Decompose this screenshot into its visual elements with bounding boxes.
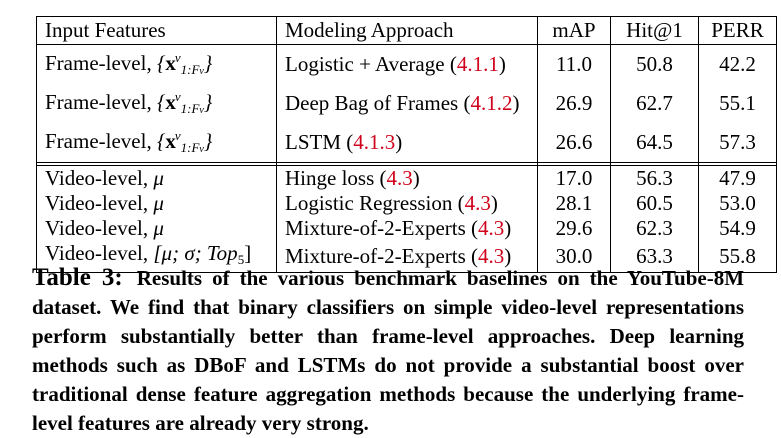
frame-feature-math: {xv1:Fv} [156, 128, 213, 155]
section-ref-link[interactable]: 4.1.2 [470, 91, 513, 115]
perr-cell: 55.1 [698, 84, 777, 123]
frame-feature-math: {xv1:Fv} [156, 50, 213, 77]
section-ref-link[interactable]: 4.1.1 [456, 52, 499, 76]
table-header-row: Input Features Modeling Approach mAP Hit… [36, 16, 777, 45]
header-perr: PERR [698, 16, 777, 45]
section-ref-link[interactable]: 4.3 [464, 191, 491, 215]
caption-label: Table 3: [32, 264, 123, 291]
feature-cell: Video-level, [μ; σ; Top5] [36, 241, 277, 273]
table-row: Frame-level, {xv1:Fv} Logistic + Average… [36, 44, 777, 84]
table-row: Frame-level, {xv1:Fv} LSTM (4.1.3) 26.6 … [36, 123, 777, 163]
approach-cell: Mixture-of-2-Experts (4.3) [276, 216, 538, 241]
map-cell: 29.6 [537, 216, 611, 241]
perr-cell-best: 57.3 [698, 123, 777, 163]
header-hit1: Hit@1 [610, 16, 699, 45]
table-caption: Table 3: Results of the various benchmar… [32, 263, 744, 438]
results-table: Input Features Modeling Approach mAP Hit… [36, 16, 777, 273]
hit1-cell-best: 64.5 [610, 123, 699, 163]
map-cell: 26.6 [537, 123, 611, 163]
hit1-cell: 56.3 [610, 165, 699, 191]
feature-cell: Video-level, μ [36, 216, 277, 241]
frame-feature-math: {xv1:Fv} [156, 89, 213, 116]
hit1-cell: 50.8 [610, 44, 699, 84]
table-row: Video-level, [μ; σ; Top5] Mixture-of-2-E… [36, 241, 777, 273]
table-row: Video-level, μ Hinge loss (4.3) 17.0 56.… [36, 165, 777, 191]
approach-cell: Logistic Regression (4.3) [276, 191, 538, 216]
map-cell: 11.0 [537, 44, 611, 84]
perr-cell: 47.9 [698, 165, 777, 191]
feature-cell: Frame-level, {xv1:Fv} [36, 44, 277, 84]
section-ref-link[interactable]: 4.1.3 [353, 130, 396, 154]
header-map: mAP [537, 16, 611, 45]
feature-cell: Frame-level, {xv1:Fv} [36, 84, 277, 123]
section-divider [36, 162, 777, 166]
table-row: Video-level, μ Logistic Regression (4.3)… [36, 191, 777, 216]
map-cell: 17.0 [537, 165, 611, 191]
approach-cell: LSTM (4.1.3) [276, 123, 538, 163]
section-ref-link[interactable]: 4.3 [478, 244, 505, 268]
map-cell: 26.9 [537, 84, 611, 123]
table-row: Video-level, μ Mixture-of-2-Experts (4.3… [36, 216, 777, 241]
approach-cell: Deep Bag of Frames (4.1.2) [276, 84, 538, 123]
perr-cell: 55.8 [698, 241, 777, 273]
hit1-cell: 63.3 [610, 241, 699, 273]
map-cell-best: 30.0 [537, 241, 611, 273]
section-ref-link[interactable]: 4.3 [478, 216, 505, 240]
feature-cell: Video-level, μ [36, 191, 277, 216]
hit1-cell: 60.5 [610, 191, 699, 216]
table-row: Frame-level, {xv1:Fv} Deep Bag of Frames… [36, 84, 777, 123]
caption-text: Results of the various benchmark baselin… [32, 266, 745, 435]
feature-cell: Frame-level, {xv1:Fv} [36, 123, 277, 163]
section-ref-link[interactable]: 4.3 [386, 166, 413, 190]
map-cell: 28.1 [537, 191, 611, 216]
approach-cell: Logistic + Average (4.1.1) [276, 44, 538, 84]
feature-cell: Video-level, μ [36, 165, 277, 191]
perr-cell: 53.0 [698, 191, 777, 216]
header-modeling-approach: Modeling Approach [276, 16, 538, 45]
header-input-features: Input Features [36, 16, 277, 45]
hit1-cell: 62.3 [610, 216, 699, 241]
perr-cell: 54.9 [698, 216, 777, 241]
approach-cell: Mixture-of-2-Experts (4.3) [276, 241, 538, 273]
approach-cell: Hinge loss (4.3) [276, 165, 538, 191]
perr-cell: 42.2 [698, 44, 777, 84]
hit1-cell: 62.7 [610, 84, 699, 123]
